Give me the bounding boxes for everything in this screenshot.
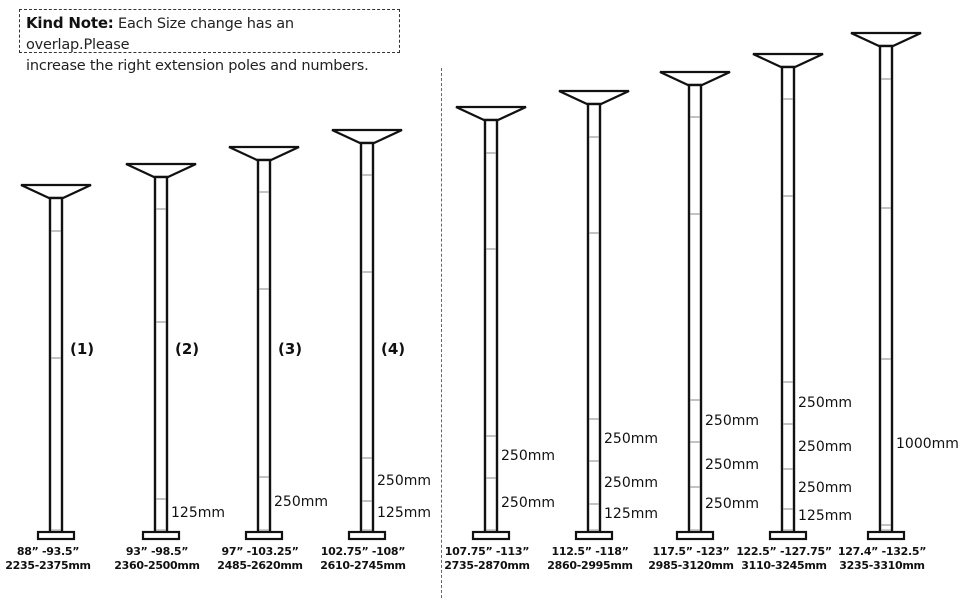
pole-top-cup xyxy=(331,128,403,145)
size-inches: 93” -98.5” xyxy=(125,545,189,558)
size-inches: 107.75” -113” xyxy=(444,545,530,558)
section-divider xyxy=(441,68,442,598)
extension-length-label: 125mm xyxy=(377,505,431,521)
pole-base xyxy=(675,530,715,541)
pole-base xyxy=(244,530,284,541)
pole-top-cup xyxy=(659,70,731,87)
pole-size-caption: 93” -98.5” 2360-2500mm xyxy=(114,545,200,573)
pole-size-caption: 112.5” -118” 2860-2995mm xyxy=(547,545,633,573)
pole-top-cup xyxy=(850,31,922,48)
size-inches: 88” -93.5” xyxy=(16,545,80,558)
extension-length-label: 125mm xyxy=(798,508,852,524)
pole-size-caption: 122.5” -127.75” 3110-3245mm xyxy=(736,545,832,573)
pole-tube xyxy=(153,175,169,535)
pole-base xyxy=(866,530,906,541)
extension-length-label: 250mm xyxy=(705,496,759,512)
extension-length-label: 1000mm xyxy=(896,436,959,452)
extension-length-label: 250mm xyxy=(501,495,555,511)
size-inches: 112.5” -118” xyxy=(551,545,629,558)
extension-length-label: 250mm xyxy=(705,457,759,473)
pole-base xyxy=(574,530,614,541)
kind-note-text-2: increase the right extension poles and n… xyxy=(26,58,369,74)
pole-number-label: (4) xyxy=(381,340,406,358)
pole-tube xyxy=(48,196,64,535)
pole-size-caption: 102.75” -108” 2610-2745mm xyxy=(320,545,406,573)
size-mm: 2735-2870mm xyxy=(444,559,530,572)
pole-2 xyxy=(125,162,197,541)
pole-top-cup xyxy=(20,183,92,200)
extension-length-label: 250mm xyxy=(705,413,759,429)
kind-note-title: Kind Note: xyxy=(26,14,114,32)
size-mm: 2235-2375mm xyxy=(5,559,91,572)
pole-size-caption: 97” -103.25” 2485-2620mm xyxy=(217,545,303,573)
kind-note-text-1: Each Size change has an overlap.Please xyxy=(26,16,294,53)
pole-top-cup xyxy=(228,145,300,162)
extension-length-label: 250mm xyxy=(604,431,658,447)
pole-5 xyxy=(455,105,527,541)
pole-9 xyxy=(850,31,922,541)
pole-top-cup xyxy=(455,105,527,122)
size-inches: 122.5” -127.75” xyxy=(736,545,832,558)
pole-1 xyxy=(20,183,92,541)
extension-length-label: 250mm xyxy=(798,395,852,411)
extension-length-label: 250mm xyxy=(798,480,852,496)
size-inches: 117.5” -123” xyxy=(652,545,730,558)
pole-top-cup xyxy=(125,162,197,179)
extension-length-label: 250mm xyxy=(501,448,555,464)
pole-tube xyxy=(359,141,375,535)
size-mm: 2860-2995mm xyxy=(547,559,633,572)
pole-base xyxy=(36,530,76,541)
extension-length-label: 250mm xyxy=(798,439,852,455)
pole-base xyxy=(141,530,181,541)
size-inches: 97” -103.25” xyxy=(221,545,299,558)
pole-tube xyxy=(483,118,499,535)
pole-7 xyxy=(659,70,731,541)
pole-number-label: (1) xyxy=(70,340,95,358)
pole-number-label: (3) xyxy=(278,340,303,358)
size-mm: 2485-2620mm xyxy=(217,559,303,572)
pole-top-cup xyxy=(558,89,630,106)
pole-size-caption: 88” -93.5” 2235-2375mm xyxy=(5,545,91,573)
pole-base xyxy=(471,530,511,541)
extension-length-label: 250mm xyxy=(274,494,328,510)
pole-3 xyxy=(228,145,300,541)
pole-tube xyxy=(687,83,703,535)
size-mm: 2610-2745mm xyxy=(320,559,406,572)
size-inches: 102.75” -108” xyxy=(320,545,406,558)
pole-top-cup xyxy=(752,52,824,69)
pole-base xyxy=(347,530,387,541)
size-mm: 3110-3245mm xyxy=(741,559,827,572)
pole-4 xyxy=(331,128,403,541)
size-mm: 2360-2500mm xyxy=(114,559,200,572)
pole-size-caption: 117.5” -123” 2985-3120mm xyxy=(648,545,734,573)
kind-note-box: Kind Note: Each Size change has an overl… xyxy=(19,9,400,74)
pole-size-caption: 127.4” -132.5” 3235-3310mm xyxy=(837,545,927,573)
pole-size-caption: 107.75” -113” 2735-2870mm xyxy=(444,545,530,573)
pole-number-label: (2) xyxy=(175,340,200,358)
size-mm: 3235-3310mm xyxy=(839,559,925,572)
extension-length-label: 125mm xyxy=(171,505,225,521)
size-inches: 127.4” -132.5” xyxy=(837,545,927,558)
pole-6 xyxy=(558,89,630,541)
size-mm: 2985-3120mm xyxy=(648,559,734,572)
pole-8 xyxy=(752,52,824,541)
pole-base xyxy=(768,530,808,541)
extension-length-label: 125mm xyxy=(604,506,658,522)
extension-length-label: 250mm xyxy=(604,475,658,491)
pole-tube xyxy=(878,44,894,535)
extension-length-label: 250mm xyxy=(377,473,431,489)
pole-tube xyxy=(780,65,796,535)
pole-tube xyxy=(586,102,602,535)
